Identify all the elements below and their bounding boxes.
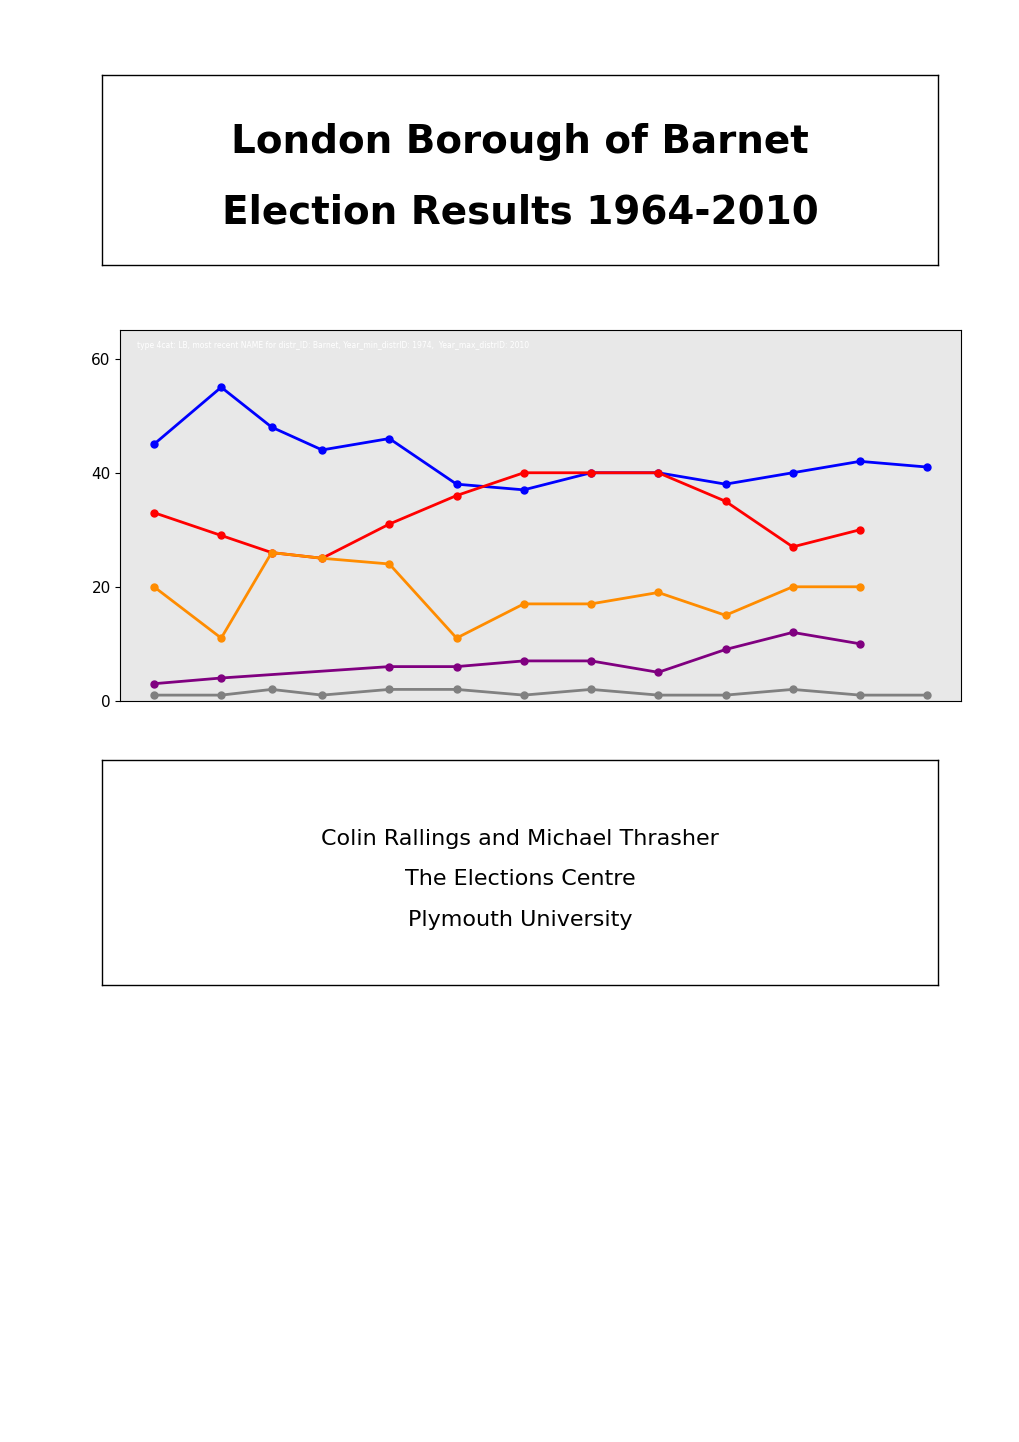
Text: type 4cat: LB, most recent NAME for distr_ID: Barnet, Year_min_distrID: 1974,  Y: type 4cat: LB, most recent NAME for dist… (137, 342, 529, 350)
Text: London Borough of Barnet: London Borough of Barnet (231, 123, 808, 160)
Text: The Elections Centre: The Elections Centre (405, 870, 635, 890)
Text: Colin Rallings and Michael Thrasher: Colin Rallings and Michael Thrasher (321, 829, 718, 849)
Text: Plymouth University: Plymouth University (408, 910, 632, 930)
Text: Election Results 1964-2010: Election Results 1964-2010 (221, 193, 818, 231)
